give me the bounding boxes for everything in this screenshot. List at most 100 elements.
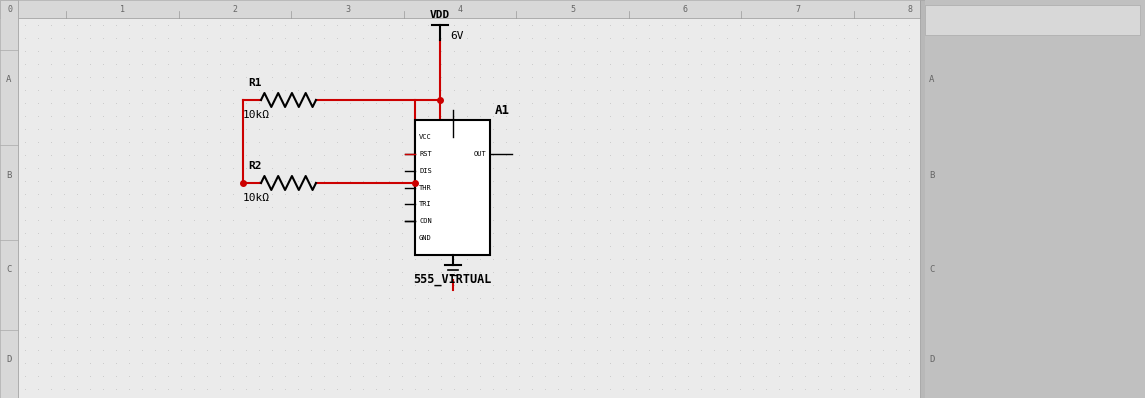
Point: [445, 139, 464, 145]
Point: [68, 243, 86, 249]
Point: [484, 217, 503, 223]
Point: [68, 217, 86, 223]
Point: [302, 386, 321, 392]
Point: [808, 321, 827, 327]
Point: [744, 347, 763, 353]
Point: [315, 386, 333, 392]
Point: [16, 269, 34, 275]
Point: [718, 256, 736, 262]
Point: [562, 48, 581, 54]
Point: [705, 386, 724, 392]
Point: [145, 100, 164, 106]
Point: [159, 308, 177, 314]
Point: [614, 152, 632, 158]
Point: [666, 386, 685, 392]
Point: [445, 308, 464, 314]
Point: [120, 373, 139, 379]
Point: [769, 334, 788, 340]
Point: [366, 204, 385, 210]
Point: [184, 152, 203, 158]
Point: [302, 178, 321, 184]
Point: [432, 35, 450, 41]
Point: [184, 87, 203, 93]
Point: [510, 74, 528, 80]
Point: [822, 295, 840, 301]
Point: [223, 256, 242, 262]
Point: [744, 308, 763, 314]
Point: [601, 87, 619, 93]
Point: [744, 295, 763, 301]
Point: [250, 321, 268, 327]
Point: [276, 217, 294, 223]
Point: [626, 48, 645, 54]
Point: [835, 256, 853, 262]
Point: [16, 217, 34, 223]
Point: [250, 165, 268, 171]
Point: [405, 256, 424, 262]
Point: [133, 217, 151, 223]
Point: [757, 113, 775, 119]
Point: [145, 217, 164, 223]
Point: [861, 295, 879, 301]
Point: [81, 139, 100, 145]
Point: [484, 386, 503, 392]
Point: [497, 282, 515, 288]
Point: [822, 191, 840, 197]
Point: [808, 243, 827, 249]
Point: [250, 347, 268, 353]
Point: [614, 204, 632, 210]
Point: [276, 178, 294, 184]
Point: [757, 178, 775, 184]
Point: [315, 191, 333, 197]
Point: [211, 373, 229, 379]
Point: [68, 126, 86, 132]
Point: [184, 35, 203, 41]
Point: [900, 87, 918, 93]
Point: [42, 360, 61, 366]
Point: [536, 373, 554, 379]
Point: [847, 48, 866, 54]
Point: [731, 373, 749, 379]
Point: [223, 269, 242, 275]
Point: [315, 347, 333, 353]
Point: [55, 48, 73, 54]
Point: [808, 126, 827, 132]
Point: [159, 22, 177, 28]
Point: [744, 61, 763, 67]
Point: [68, 100, 86, 106]
Point: [393, 360, 411, 366]
Point: [302, 230, 321, 236]
Point: [81, 87, 100, 93]
Point: [861, 360, 879, 366]
Point: [653, 243, 671, 249]
Point: [887, 113, 906, 119]
Point: [887, 152, 906, 158]
Point: [354, 308, 372, 314]
Point: [640, 61, 658, 67]
Point: [81, 360, 100, 366]
Point: [653, 191, 671, 197]
Point: [94, 373, 112, 379]
Point: [458, 230, 476, 236]
Point: [223, 178, 242, 184]
Point: [548, 217, 567, 223]
Point: [106, 386, 125, 392]
Point: [744, 360, 763, 366]
Point: [587, 35, 606, 41]
Point: [587, 191, 606, 197]
Point: [133, 256, 151, 262]
Point: [120, 308, 139, 314]
Point: [679, 204, 697, 210]
Point: [900, 191, 918, 197]
Point: [393, 269, 411, 275]
Point: [718, 126, 736, 132]
Point: [432, 22, 450, 28]
Point: [548, 282, 567, 288]
Point: [250, 269, 268, 275]
Point: [744, 386, 763, 392]
Point: [536, 321, 554, 327]
Point: [614, 308, 632, 314]
Point: [198, 321, 216, 327]
Point: [366, 256, 385, 262]
Point: [484, 87, 503, 93]
